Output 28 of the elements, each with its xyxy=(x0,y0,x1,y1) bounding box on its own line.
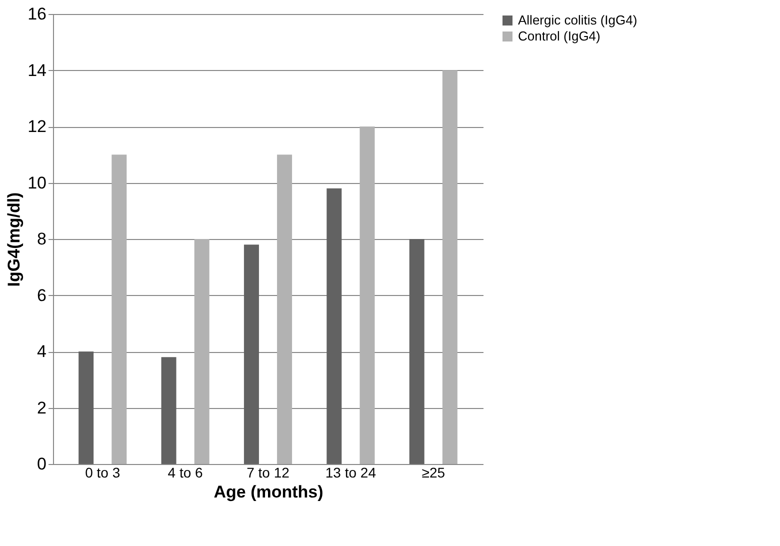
y-tick-label: 16 xyxy=(28,4,46,24)
bar xyxy=(194,239,210,464)
x-tick-label: 7 to 12 xyxy=(246,464,290,480)
x-tick-label: 13 to 24 xyxy=(325,464,376,480)
bar xyxy=(442,70,458,464)
y-tick-label: 10 xyxy=(28,173,46,192)
bar xyxy=(277,154,292,464)
bar xyxy=(244,244,259,464)
bar xyxy=(161,357,176,464)
x-axis-title: Age (months) xyxy=(214,482,324,502)
bar xyxy=(409,239,424,464)
y-tick-label: 2 xyxy=(37,398,46,418)
y-tick-label: 6 xyxy=(37,286,46,305)
y-tick-label: 8 xyxy=(37,230,46,248)
y-tick-label: 14 xyxy=(28,60,46,80)
x-tick-label: 0 to 3 xyxy=(85,464,120,480)
x-tick-label: ≥25 xyxy=(422,464,446,480)
bar xyxy=(78,352,94,464)
bar xyxy=(112,154,127,464)
y-tick-label: 4 xyxy=(37,342,46,361)
legend-label: Control (IgG4) xyxy=(518,28,600,44)
y-axis-title: IgG4(mg/dl) xyxy=(4,192,24,287)
legend-label: Allergic colitis (IgG4) xyxy=(518,12,638,28)
y-tick-label: 0 xyxy=(37,454,46,474)
bar xyxy=(360,126,375,464)
bar xyxy=(326,188,342,464)
x-tick-label: 4 to 6 xyxy=(168,464,204,480)
y-tick-label: 12 xyxy=(28,117,46,136)
